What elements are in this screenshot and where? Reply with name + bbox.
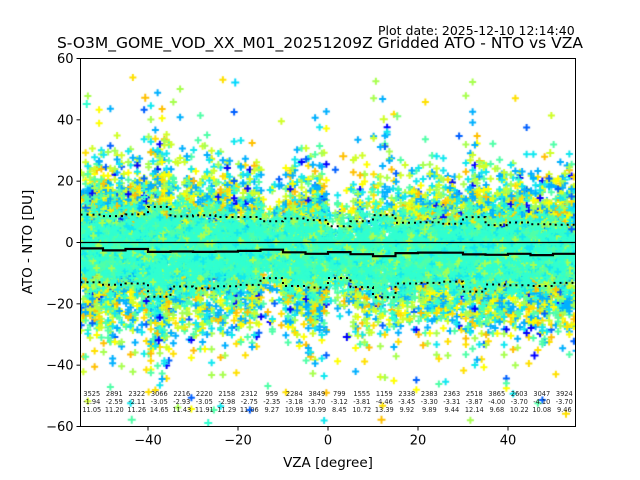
bin-mean-label: -3.12: [331, 398, 348, 406]
bin-std-label: 10.22: [510, 406, 529, 414]
bin-count-label: 2363: [443, 390, 460, 398]
bin-mean-label: -2.98: [218, 398, 235, 406]
bin-std-label: 14.65: [150, 406, 169, 414]
y-tick-label: −60: [46, 420, 73, 435]
bin-mean-label: -4.46: [376, 398, 393, 406]
x-tick-label: 20: [410, 434, 427, 449]
bin-std-label: 9.44: [444, 406, 459, 414]
bin-count-label: 1159: [376, 390, 393, 398]
y-axis-label: ATO - NTO [DU]: [20, 190, 36, 295]
bin-count-label: 3525: [83, 390, 100, 398]
bin-count-label: 2284: [286, 390, 303, 398]
bin-mean-label: -3.05: [151, 398, 168, 406]
bin-mean-label: -3.87: [466, 398, 483, 406]
bin-std-label: 11.05: [82, 406, 101, 414]
bin-count-label: 959: [266, 390, 279, 398]
bin-count-label: 2338: [398, 390, 415, 398]
bin-count-label: 3849: [308, 390, 325, 398]
x-axis-label: VZA [degree]: [283, 455, 373, 471]
bin-mean-label: -3.18: [286, 398, 303, 406]
bin-annotations: 3525-1.9411.052891-2.5911.202322-2.1111.…: [82, 390, 572, 414]
y-tick-label: 60: [57, 52, 74, 67]
bin-mean-label: -3.70: [511, 398, 528, 406]
bin-count-label: 2322: [128, 390, 145, 398]
x-axis: −40 −20 0 20 40: [134, 426, 517, 449]
bin-count-label: 2216: [173, 390, 190, 398]
bin-std-label: 10.99: [285, 406, 304, 414]
bin-count-label: 2518: [466, 390, 483, 398]
bin-count-label: 2891: [106, 390, 123, 398]
bin-std-label: 12.14: [465, 406, 484, 414]
y-axis: −60 −40 −20 0 20 40 60: [46, 52, 81, 435]
mean-plus-std-line: [80, 205, 576, 228]
bin-mean-label: -3.70: [556, 398, 573, 406]
bin-std-label: 10.72: [352, 406, 371, 414]
plot-date: Plot date: 2025-12-10 12:14:40: [378, 23, 575, 38]
bin-std-label: 11.26: [127, 406, 146, 414]
bin-std-label: 9.68: [489, 406, 504, 414]
y-tick-label: 40: [57, 113, 74, 128]
bin-count-label: 799: [333, 390, 346, 398]
bin-mean-label: -2.93: [173, 398, 190, 406]
bin-count-label: 1555: [353, 390, 370, 398]
bin-mean-label: -3.81: [353, 398, 370, 406]
bin-count-label: 3066: [151, 390, 168, 398]
y-tick-label: 20: [57, 175, 74, 190]
bin-count-label: 2312: [241, 390, 258, 398]
bin-count-label: 2220: [196, 390, 213, 398]
bin-std-label: 11.29: [217, 406, 236, 414]
bin-std-label: 13.39: [375, 406, 394, 414]
bin-mean-label: -2.11: [128, 398, 145, 406]
chart-title: S-O3M_GOME_VOD_XX_M01_20251209Z Gridded …: [56, 34, 584, 52]
x-tick-label: −40: [134, 434, 161, 449]
bin-mean-label: -3.30: [421, 398, 438, 406]
bin-mean-label: -4.00: [488, 398, 505, 406]
y-tick-label: −20: [46, 297, 73, 312]
bin-std-label: 10.08: [532, 406, 551, 414]
bin-mean-label: -2.59: [106, 398, 123, 406]
bin-std-label: 11.91: [195, 406, 214, 414]
bin-mean-label: -3.31: [443, 398, 460, 406]
bin-mean-label: -1.94: [83, 398, 100, 406]
mean-step-line: [80, 247, 576, 258]
bin-std-label: 11.43: [172, 406, 191, 414]
bin-mean-label: -2.75: [241, 398, 258, 406]
bin-count-label: 3865: [488, 390, 505, 398]
x-tick-label: 40: [500, 434, 517, 449]
bin-mean-label: -3.45: [398, 398, 415, 406]
bin-std-label: 10.99: [307, 406, 326, 414]
mean-minus-std-line: [80, 277, 576, 299]
bin-mean-label: -2.35: [263, 398, 280, 406]
bin-count-label: 2383: [421, 390, 438, 398]
bin-std-label: 9.46: [557, 406, 572, 414]
bin-std-label: 9.92: [399, 406, 414, 414]
bin-std-label: 9.89: [422, 406, 437, 414]
bin-mean-label: -4.10: [533, 398, 550, 406]
x-tick-label: −20: [224, 434, 251, 449]
bin-std-label: 11.20: [105, 406, 124, 414]
y-tick-label: −40: [46, 359, 73, 374]
y-tick-label: 0: [65, 236, 73, 251]
x-tick-label: 0: [324, 434, 332, 449]
bin-mean-label: -3.05: [196, 398, 213, 406]
bin-count-label: 3047: [533, 390, 550, 398]
bin-count-label: 2603: [511, 390, 528, 398]
bin-count-label: 3924: [556, 390, 573, 398]
statistics-lines: [80, 205, 576, 299]
bin-mean-label: -3.70: [308, 398, 325, 406]
bin-std-label: 8.45: [332, 406, 347, 414]
bin-count-label: 2158: [218, 390, 235, 398]
bin-std-label: 9.27: [264, 406, 279, 414]
bin-std-label: 11.06: [240, 406, 259, 414]
